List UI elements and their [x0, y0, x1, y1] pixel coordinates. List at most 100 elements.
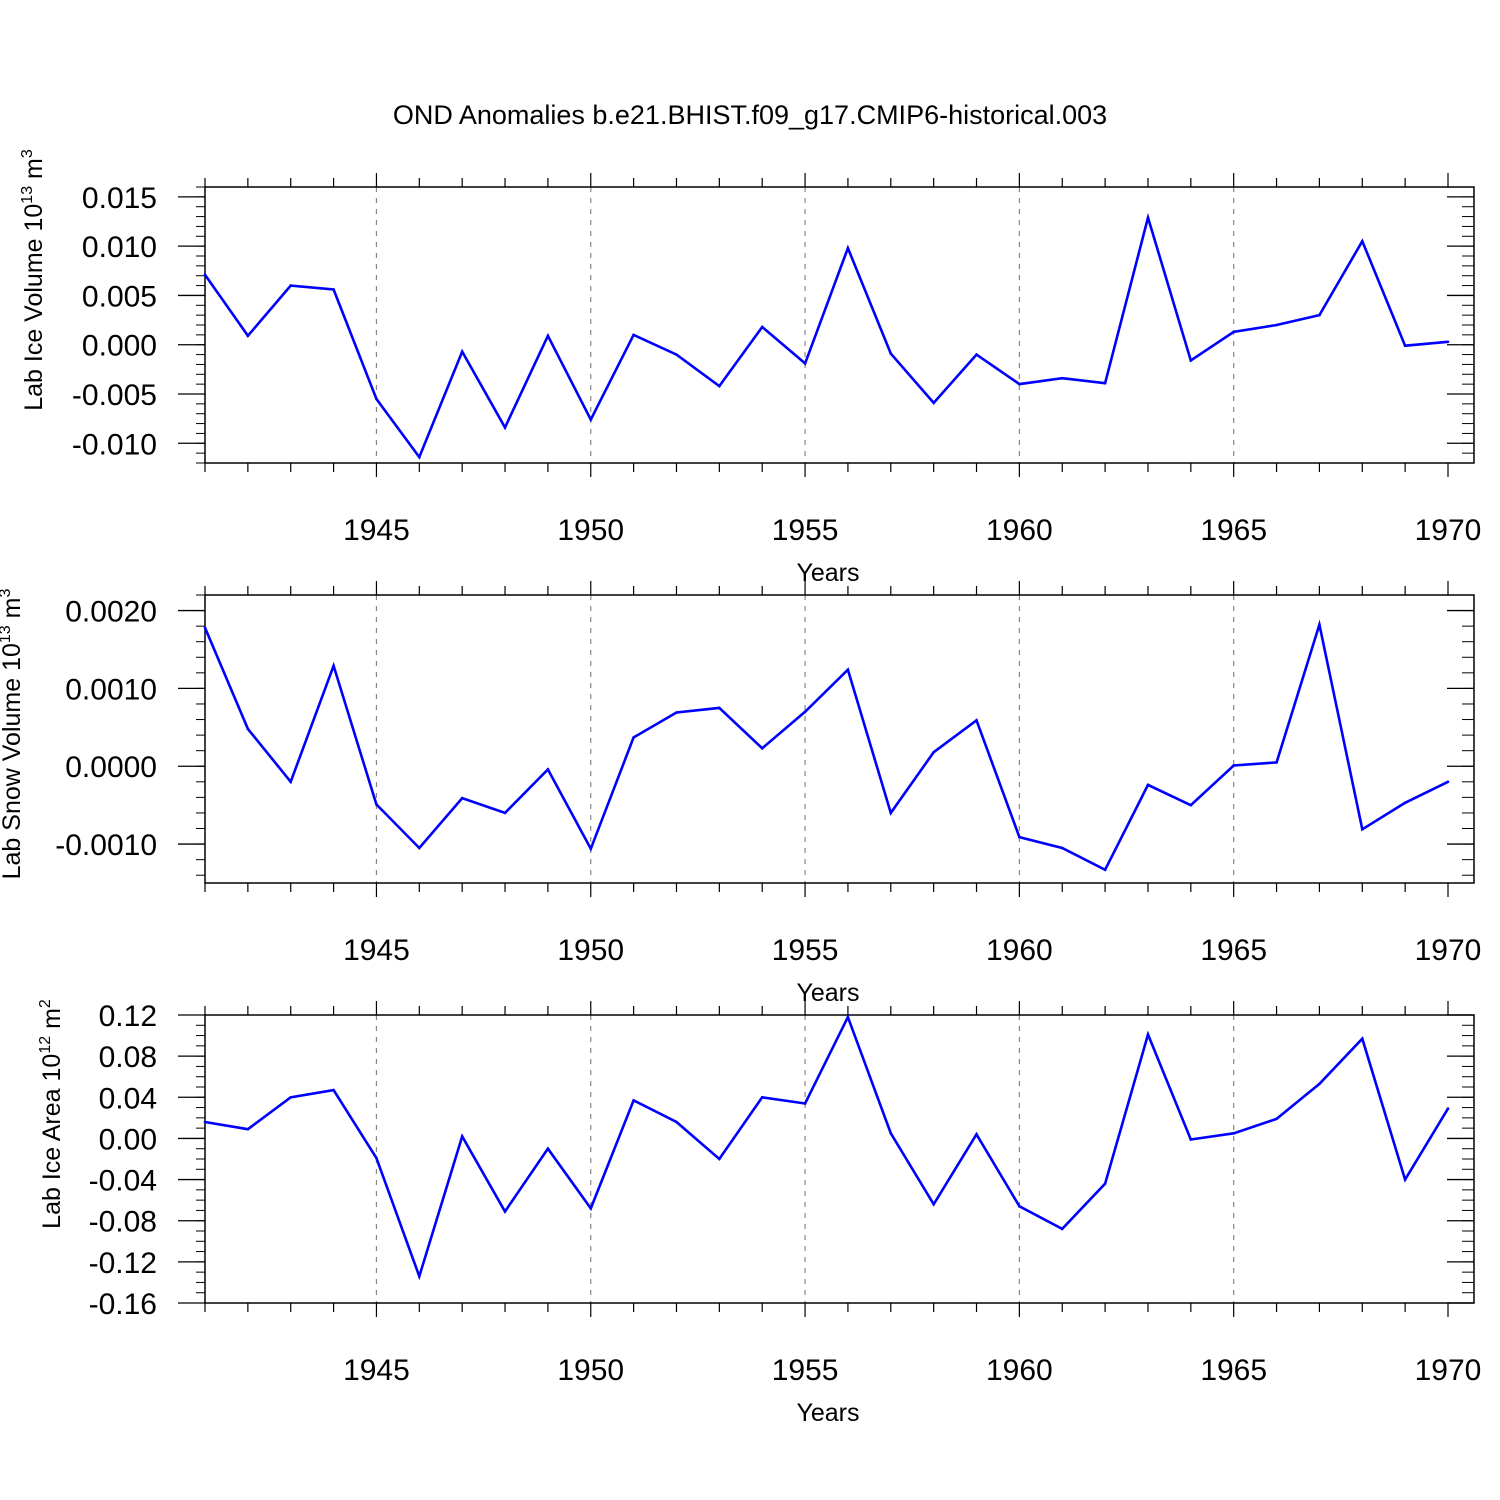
plot-frame [204, 594, 1475, 884]
data-point [675, 1120, 678, 1124]
data-point [803, 710, 807, 714]
data-point [675, 711, 678, 714]
series-line [204, 1013, 1450, 1281]
data-point [1189, 359, 1193, 362]
data-point [632, 736, 635, 739]
data-point [1060, 376, 1064, 380]
data-point [589, 847, 593, 851]
data-point [460, 350, 464, 353]
y-tick-label: 0.00 [99, 1123, 157, 1156]
plot-frame [204, 1014, 1475, 1304]
data-point [1018, 382, 1021, 386]
data-point [760, 1095, 764, 1099]
data-point [932, 1202, 935, 1206]
data-point [1189, 1138, 1193, 1141]
panel-ice-volume: -0.010 -0.005 0.000 0.005 0.010 0.015 1945 1950… [19, 149, 1481, 587]
data-point [1360, 827, 1364, 831]
data-point [246, 727, 250, 731]
y-tick-label: -0.04 [89, 1165, 157, 1198]
data-point [203, 273, 207, 277]
data-point [1318, 1082, 1321, 1086]
data-point [1360, 239, 1364, 243]
data-point [418, 1274, 421, 1278]
data-point [932, 750, 935, 754]
x-tick-label: 1970 [1415, 1354, 1482, 1387]
data-point [1018, 835, 1021, 839]
x-tick-label: 1950 [557, 1354, 624, 1387]
y-tick-label: 0.08 [99, 1041, 157, 1074]
data-point [503, 1210, 507, 1213]
data-point [760, 747, 764, 750]
x-axis-label: Years [796, 1399, 859, 1427]
data-point [760, 325, 764, 329]
data-point [1146, 783, 1150, 787]
data-point [1146, 216, 1150, 219]
data-point [718, 384, 721, 388]
x-tick-label: 1945 [343, 934, 410, 967]
y-axis-label: Lab Snow Volume 1013 m3 [0, 589, 26, 880]
x-tick-label: 1965 [1200, 1354, 1267, 1387]
data-point [1403, 1178, 1407, 1181]
x-tick-label: 1960 [986, 934, 1053, 967]
data-point [332, 288, 335, 291]
data-point [589, 1207, 593, 1210]
data-point [503, 426, 507, 429]
data-point [1446, 1107, 1450, 1110]
data-point [1318, 313, 1321, 317]
data-point [1360, 1037, 1364, 1040]
y-tick-label: 0.000 [82, 330, 157, 363]
x-tick-label: 1955 [772, 1354, 839, 1387]
data-point [1446, 340, 1450, 344]
series-line [203, 212, 1449, 460]
data-point [203, 1120, 207, 1124]
data-point [1275, 761, 1278, 764]
y-axis-label: Lab Ice Area 1012 m2 [37, 999, 66, 1229]
y-tick-label: -0.005 [72, 379, 157, 412]
data-point [332, 664, 335, 668]
data-point [1189, 803, 1193, 807]
panel-snow-volume: -0.0010 0.0000 0.0010 0.0020 1945 1950 1955 196… [0, 581, 1481, 1007]
data-point [803, 362, 807, 365]
x-tick-label: 1965 [1200, 514, 1267, 547]
data-point [418, 846, 421, 850]
y-tick-label: 0.0020 [65, 596, 157, 629]
y-tick-label: 0.015 [82, 182, 157, 215]
x-tick-label: 1945 [343, 514, 410, 547]
y-tick-label: 0.04 [99, 1082, 157, 1115]
x-axis-label: Years [796, 979, 859, 1007]
plot-frame [204, 186, 1475, 464]
x-tick-label: 1950 [557, 514, 624, 547]
data-point [1060, 1227, 1064, 1231]
y-tick-label: 0.0000 [65, 751, 157, 784]
data-point [632, 333, 635, 337]
data-point [1318, 623, 1321, 626]
data-point [1232, 330, 1235, 334]
data-point [375, 397, 378, 401]
data-point [1275, 323, 1278, 327]
data-point [889, 352, 893, 355]
data-point [932, 401, 935, 405]
data-point [1403, 801, 1407, 805]
data-point [1232, 764, 1235, 767]
data-point [375, 803, 378, 806]
y-tick-label: -0.0010 [55, 829, 157, 862]
y-tick-label: -0.16 [89, 1288, 157, 1321]
y-axis-label: Lab Ice Volume 1013 m3 [19, 149, 48, 411]
data-point [632, 1099, 635, 1102]
panel-ice-area: -0.16 -0.12 -0.08 -0.04 0.00 0.04 0.08 0.12 1945… [37, 999, 1481, 1427]
data-point [1446, 780, 1450, 784]
data-point [246, 334, 250, 338]
data-point [332, 1088, 335, 1092]
data-point [589, 418, 593, 421]
data-point [1060, 846, 1064, 850]
data-point [503, 811, 507, 815]
data-point [846, 668, 850, 672]
y-tick-label: -0.12 [89, 1247, 157, 1280]
data-point [546, 334, 550, 338]
data-point [1103, 868, 1107, 872]
data-point [975, 353, 978, 356]
data-point [289, 780, 293, 784]
data-point [846, 246, 850, 250]
data-point [460, 1135, 464, 1138]
